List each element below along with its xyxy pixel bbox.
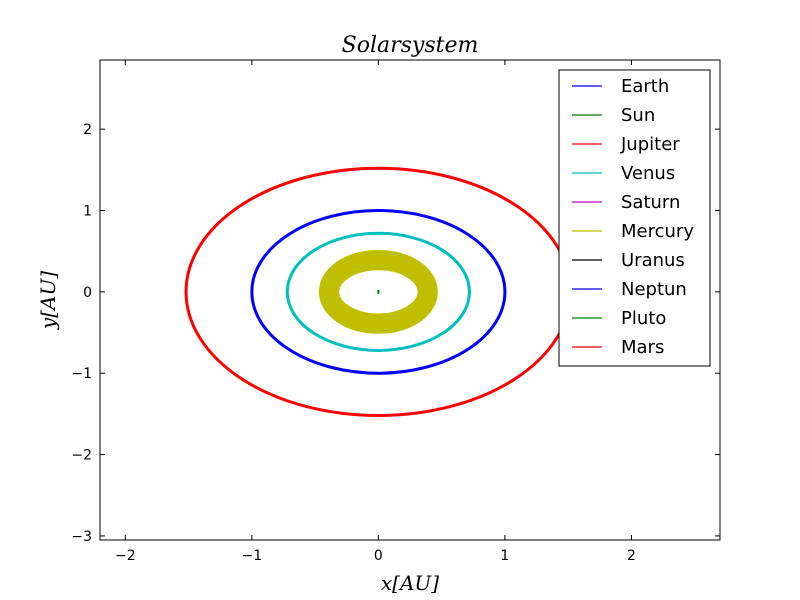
- legend-label: Sun: [621, 105, 655, 126]
- legend-label: Neptun: [621, 279, 687, 300]
- legend-label: Earth: [621, 76, 669, 97]
- chart-title: Solarsystem: [342, 33, 479, 58]
- legend-label: Uranus: [621, 250, 685, 271]
- legend-label: Mars: [621, 337, 664, 358]
- orbit-venus: [285, 231, 471, 352]
- plot-frame: [99, 59, 721, 541]
- orbit-mercury: [318, 250, 438, 334]
- x-tick-label: −2: [115, 548, 136, 564]
- y-axis-label: y[AU]: [36, 271, 60, 330]
- ticks-group: −2 −1 0 1 2 −3 −2 −1 0 1 2: [71, 60, 720, 564]
- x-tick-label: 2: [627, 548, 636, 564]
- y-tick-label: 1: [83, 204, 92, 220]
- y-tick-label: −2: [71, 448, 92, 464]
- legend-label: Pluto: [621, 308, 666, 329]
- legend-box: [558, 69, 711, 367]
- x-axis-label: x[AU]: [381, 571, 439, 595]
- x-tick-label: 0: [374, 548, 383, 564]
- legend-label: Saturn: [621, 192, 680, 213]
- x-tick-label: 1: [500, 548, 509, 564]
- y-tick-label: 2: [83, 122, 92, 138]
- x-tick-label: −1: [242, 548, 263, 564]
- legend-label: Mercury: [621, 221, 694, 242]
- orbits-group: [184, 166, 573, 418]
- y-tick-label: 0: [83, 285, 92, 301]
- legend: Earth Sun Jupiter Venus Saturn Mercury Uranus N…: [558, 69, 711, 367]
- legend-label: Jupiter: [620, 134, 680, 155]
- orbit-earth: [250, 209, 507, 375]
- legend-label: Venus: [621, 163, 675, 184]
- y-tick-label: −3: [71, 529, 92, 545]
- y-tick-label: −1: [71, 366, 92, 382]
